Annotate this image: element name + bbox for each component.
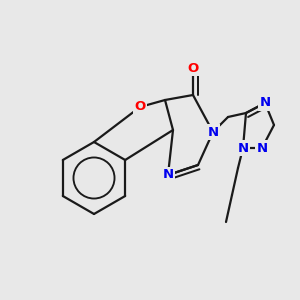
Text: O: O <box>188 61 199 74</box>
Text: N: N <box>237 142 249 154</box>
Text: N: N <box>256 142 268 154</box>
Text: N: N <box>207 125 219 139</box>
Text: O: O <box>134 100 146 113</box>
Text: N: N <box>162 169 174 182</box>
Text: N: N <box>260 97 271 110</box>
